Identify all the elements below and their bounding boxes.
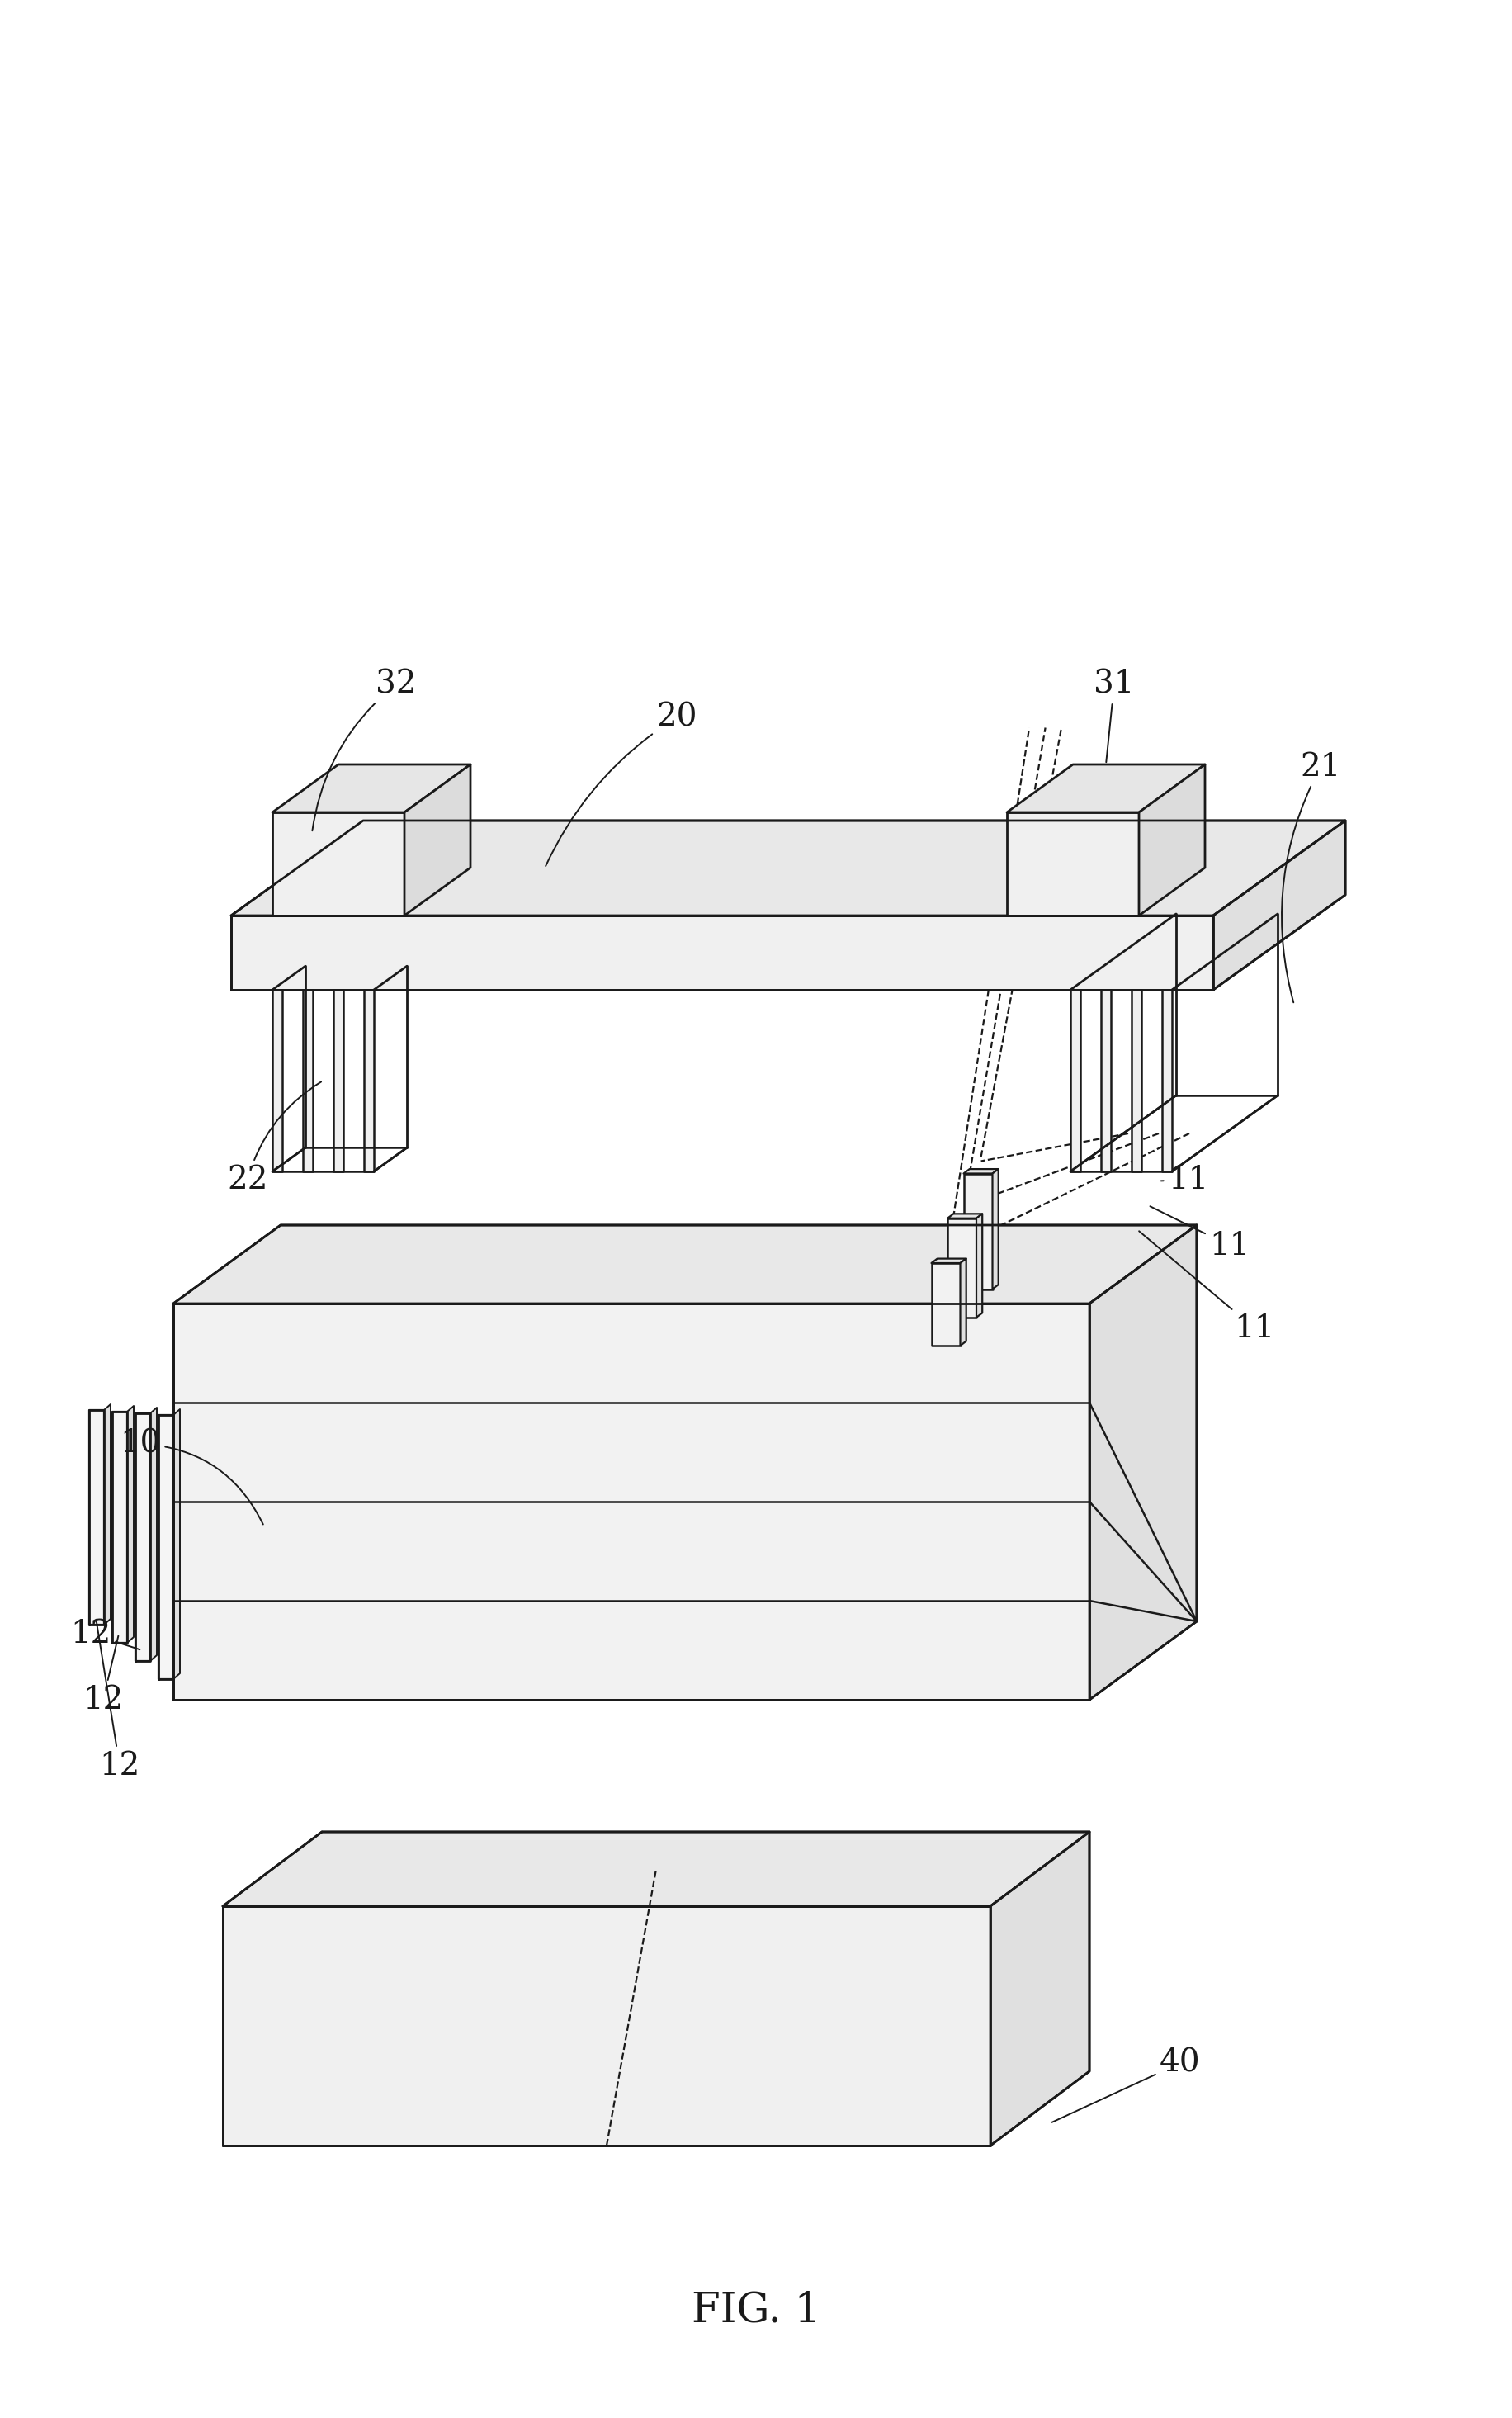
Polygon shape [222, 1905, 990, 2145]
Text: 12: 12 [97, 1620, 141, 1782]
Polygon shape [1213, 820, 1346, 989]
Text: 20: 20 [546, 701, 697, 866]
Text: 10: 10 [119, 1429, 263, 1523]
Polygon shape [272, 764, 470, 812]
Polygon shape [931, 1260, 966, 1262]
Polygon shape [127, 1405, 133, 1642]
Polygon shape [174, 1410, 180, 1678]
Polygon shape [231, 916, 1213, 989]
Text: 11: 11 [1139, 1231, 1275, 1344]
Polygon shape [222, 1833, 1090, 1905]
Polygon shape [404, 764, 470, 916]
Polygon shape [960, 1260, 966, 1347]
Polygon shape [1139, 764, 1205, 916]
Polygon shape [174, 1303, 1090, 1700]
Polygon shape [272, 989, 283, 1170]
Text: 12: 12 [71, 1618, 139, 1649]
Polygon shape [1007, 812, 1139, 916]
Polygon shape [302, 989, 313, 1170]
Text: 32: 32 [313, 670, 417, 832]
Polygon shape [963, 1168, 998, 1173]
Text: FIG. 1: FIG. 1 [691, 2290, 821, 2331]
Polygon shape [231, 820, 1346, 916]
Polygon shape [992, 1168, 998, 1289]
Polygon shape [89, 1410, 104, 1625]
Polygon shape [1163, 989, 1172, 1170]
Polygon shape [1007, 764, 1205, 812]
Text: 11: 11 [1161, 1165, 1208, 1194]
Polygon shape [1131, 989, 1142, 1170]
Text: 31: 31 [1093, 670, 1134, 762]
Polygon shape [990, 1833, 1090, 2145]
Text: 11: 11 [1151, 1207, 1250, 1262]
Polygon shape [1090, 1226, 1196, 1700]
Polygon shape [364, 989, 373, 1170]
Polygon shape [931, 1262, 960, 1347]
Polygon shape [136, 1412, 150, 1661]
Polygon shape [159, 1415, 174, 1678]
Polygon shape [1101, 989, 1111, 1170]
Text: 22: 22 [227, 1081, 321, 1194]
Polygon shape [112, 1412, 127, 1642]
Polygon shape [948, 1219, 977, 1318]
Text: 12: 12 [83, 1637, 124, 1714]
Polygon shape [174, 1226, 1196, 1303]
Polygon shape [963, 1173, 992, 1289]
Polygon shape [150, 1407, 157, 1661]
Polygon shape [1070, 989, 1081, 1170]
Polygon shape [948, 1214, 983, 1219]
Text: 21: 21 [1282, 752, 1341, 1003]
Text: 40: 40 [1052, 2048, 1201, 2123]
Polygon shape [104, 1405, 110, 1625]
Polygon shape [272, 812, 404, 916]
Polygon shape [977, 1214, 983, 1318]
Polygon shape [334, 989, 343, 1170]
